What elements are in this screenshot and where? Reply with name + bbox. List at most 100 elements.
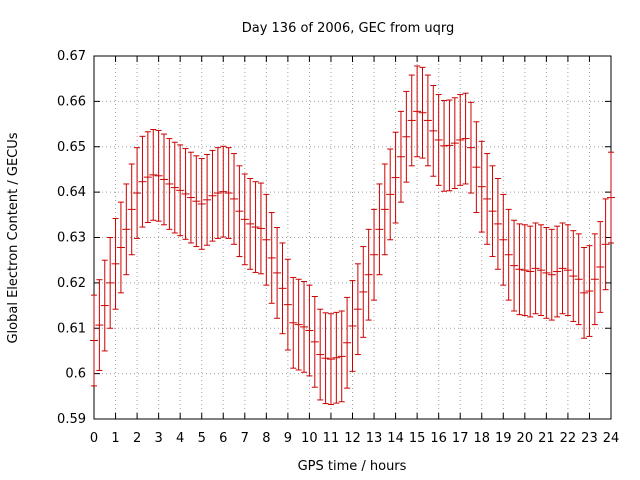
data-point [300,281,309,373]
data-point [321,312,330,405]
data-point [154,129,163,222]
x-tick-label: 22 [560,431,577,446]
data-point [192,155,201,248]
data-point [466,101,475,194]
data-point [90,294,98,387]
data-point [160,133,169,226]
x-tick-label: 15 [409,431,426,446]
data-point [332,311,341,404]
data-point [413,65,422,158]
x-axis: 0 1 2 3 4 5 6 7 8 9 10 11 12 13 14 15 16 17 18 19 20 21 22 23 24 [90,56,619,446]
data-point [316,308,325,401]
data-point [375,183,384,276]
data-point [396,110,405,203]
y-tick-label: 0.67 [57,49,86,64]
data-point [267,212,276,304]
data-point [370,208,379,301]
chart-title: Day 136 of 2006, GEC from uqrg [242,21,455,36]
data-point [531,222,540,315]
data-point [418,66,427,159]
data-point [310,295,319,388]
data-point [402,90,411,183]
data-point [477,140,486,233]
data-point [138,135,147,228]
data-point [590,233,599,326]
data-point [472,121,481,214]
x-tick-label: 10 [301,431,318,446]
data-point [450,97,459,189]
data-point [224,147,233,239]
data-point [483,153,492,245]
data-point [235,165,244,258]
data-point [493,178,502,270]
data-point [176,144,185,237]
data-point [348,280,357,372]
x-tick-label: 12 [344,431,361,446]
y-tick-label: 0.63 [57,231,86,246]
data-point [197,158,206,250]
x-tick-label: 11 [323,431,340,446]
data-point [407,74,416,167]
data-point [429,84,438,177]
data-point [423,74,432,167]
data-point [170,141,179,234]
data-point [251,181,260,273]
data-point [580,246,589,339]
x-tick-label: 14 [387,431,404,446]
x-tick-label: 13 [366,431,383,446]
y-tick-label: 0.6 [65,367,86,382]
data-point [149,129,158,221]
x-tick-label: 7 [241,431,249,446]
data-point [547,228,556,321]
data-point [585,245,594,337]
data-point [246,178,255,270]
x-tick-label: 24 [603,431,620,446]
data-point [607,151,615,244]
x-tick-label: 4 [176,431,184,446]
data-point [127,163,136,256]
x-tick-label: 9 [284,431,292,446]
data-point [461,92,470,185]
data-point [213,147,222,239]
data-point [273,227,282,319]
data-point [106,237,115,329]
y-axis: 0.59 0.6 0.61 0.62 0.63 0.64 0.65 0.66 0.67 [57,49,611,427]
x-tick-label: 3 [154,431,162,446]
data-point [208,149,217,242]
data-point [230,153,239,245]
y-axis-label: Global Electron Content / GECUs [6,132,21,343]
data-point [95,279,104,371]
error-bar-series [90,65,615,405]
data-point [553,225,562,318]
data-point [536,224,545,317]
data-point [515,223,524,316]
data-point [294,278,303,371]
data-point [100,259,109,352]
data-point [133,147,142,239]
data-point [488,165,497,258]
data-point [386,148,395,241]
y-tick-label: 0.66 [57,94,86,109]
x-tick-label: 8 [262,431,270,446]
data-point [359,246,368,338]
data-point [219,145,228,238]
x-tick-label: 6 [219,431,227,446]
data-point [558,222,567,315]
data-point [278,242,287,335]
data-point [186,151,195,244]
data-point [510,219,519,312]
x-tick-label: 21 [538,431,555,446]
data-point [353,263,362,356]
x-tick-label: 17 [452,431,469,446]
data-point [289,276,298,369]
x-tick-label: 23 [581,431,598,446]
x-tick-label: 1 [111,431,119,446]
data-point [574,233,583,326]
data-point [337,310,346,403]
data-point [456,94,465,186]
data-point [520,224,529,317]
data-point [203,153,212,246]
data-point [596,221,605,313]
data-point [364,228,373,321]
